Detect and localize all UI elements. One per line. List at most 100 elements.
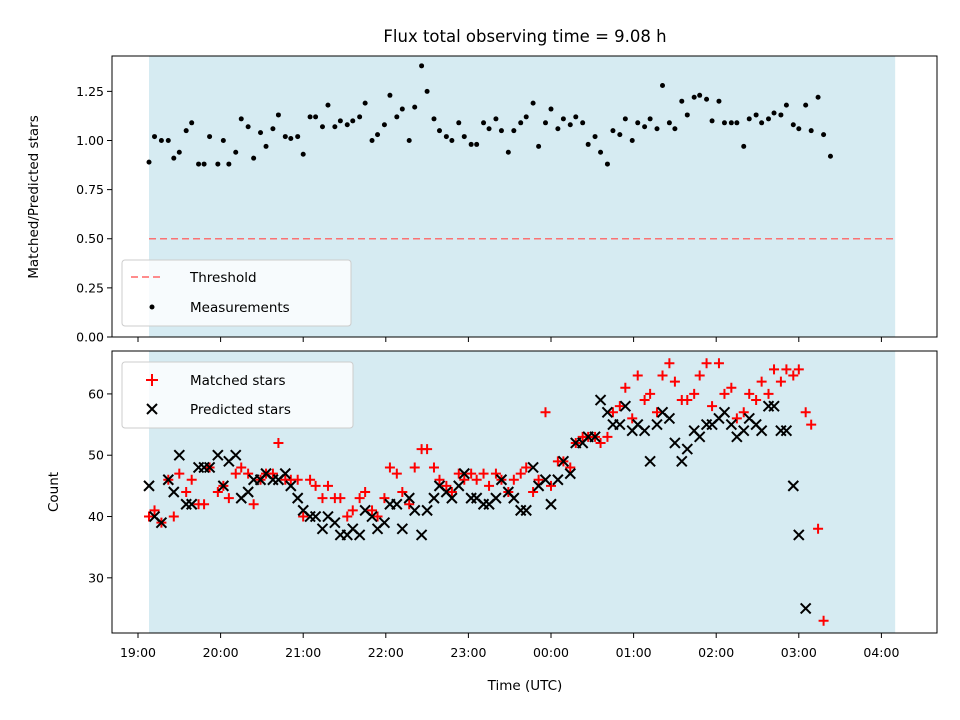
matched-star-marker: [168, 511, 179, 522]
predicted-star-marker: [638, 424, 651, 437]
matched-star-marker: [602, 431, 613, 442]
matched-star-marker: [806, 419, 817, 430]
predicted-legend-swatch: [146, 403, 158, 415]
predicted-star-marker: [415, 529, 428, 541]
matched-star-marker: [248, 499, 259, 510]
matched-star-marker: [565, 462, 576, 473]
matched-star-marker: [199, 499, 210, 510]
predicted-star-marker: [403, 492, 415, 504]
top-y-axis-label: Matched/Predicted stars: [26, 115, 42, 278]
predicted-star-marker: [143, 480, 155, 492]
predicted-star-marker: [693, 431, 706, 443]
bottom-legend: Matched stars Predicted stars: [121, 361, 354, 429]
predicted-star-marker: [508, 492, 520, 504]
matched-star-marker: [372, 511, 383, 522]
measurement-point: [827, 153, 833, 159]
measurement-point: [399, 106, 405, 112]
predicted-star-marker: [738, 424, 750, 437]
matched-legend-label: Matched stars: [190, 373, 286, 389]
measurement-point: [629, 137, 635, 143]
measurement-point: [350, 118, 356, 124]
predicted-star-marker: [495, 474, 508, 486]
measurement-point: [654, 126, 660, 132]
measurement-point: [461, 134, 467, 140]
matched-star-marker: [434, 474, 445, 485]
matched-star-marker: [682, 395, 693, 406]
measurement-point: [362, 100, 368, 106]
measurement-point: [573, 114, 579, 120]
matched-star-marker: [546, 480, 556, 491]
bottom-x-axis-ticks: 19:00 20:00 21:00 22:00 23:00 00:00 01:00 02:00…: [120, 633, 899, 660]
x-tick-label: 01:00: [616, 645, 652, 660]
measurement-point: [560, 116, 566, 122]
matched-star-marker: [428, 462, 439, 473]
y-tick-label: 40: [88, 509, 104, 524]
matched-star-marker: [181, 487, 192, 497]
top-legend-box: [121, 259, 352, 327]
measurement-point: [319, 124, 325, 130]
matched-star-marker: [422, 444, 433, 455]
matched-star-marker: [669, 376, 680, 387]
measurement-point: [721, 120, 727, 126]
matched-star-marker: [620, 382, 631, 393]
y-tick-label: 1.00: [76, 133, 104, 148]
predicted-star-marker: [378, 516, 391, 529]
matched-star-marker: [230, 468, 241, 479]
predicted-star-marker: [242, 486, 254, 498]
top-plot-frame: [111, 55, 938, 338]
matched-star-marker: [305, 474, 316, 485]
predicted-star-marker: [353, 529, 366, 541]
matched-star-marker: [719, 388, 730, 399]
measurement-point: [672, 126, 678, 132]
measurement-point: [803, 102, 809, 108]
matched-star-marker: [466, 468, 477, 479]
matched-star-marker: [756, 376, 767, 387]
measurement-point: [555, 126, 561, 132]
predicted-legend-label: Predicted stars: [190, 402, 291, 418]
predicted-star-marker: [185, 498, 198, 510]
measurement-point: [753, 112, 759, 118]
measurement-point: [622, 116, 628, 122]
predicted-star-marker: [279, 467, 292, 480]
measurement-point: [815, 94, 821, 100]
matched-star-marker: [397, 487, 408, 497]
measurement-point: [152, 134, 158, 140]
measurement-point: [759, 120, 765, 126]
matched-star-marker: [533, 474, 544, 485]
measurement-point: [436, 128, 442, 134]
measurement-point: [530, 100, 536, 106]
predicted-star-marker: [564, 467, 576, 480]
measurement-point: [332, 124, 338, 130]
measurement-point: [604, 161, 610, 167]
predicted-star-marker: [520, 504, 532, 517]
predicted-star-marker: [490, 492, 502, 504]
measurement-point: [598, 149, 604, 155]
matched-star-marker: [726, 382, 737, 393]
predicted-star-marker: [428, 492, 440, 504]
matched-star-marker: [384, 462, 395, 473]
matched-star-marker: [713, 358, 724, 369]
predicted-star-marker: [527, 461, 539, 474]
measurement-point: [337, 118, 343, 124]
matched-star-marker: [694, 370, 705, 381]
top-panel: 0.00 0.25 0.50 0.75 1.00 1.25 Matched/Predict…: [26, 55, 938, 345]
measurement-point: [196, 161, 202, 167]
measurement-point: [431, 116, 437, 122]
measurement-point: [215, 161, 221, 167]
matched-legend-swatch: [146, 374, 158, 386]
threshold-legend-label: Threshold: [189, 270, 257, 286]
matched-star-marker: [508, 474, 519, 485]
predicted-star-marker: [552, 474, 564, 486]
predicted-star-marker: [409, 504, 421, 517]
matched-star-marker: [149, 505, 160, 516]
matched-star-marker: [317, 493, 328, 504]
x-tick-label: 19:00: [120, 645, 156, 660]
matched-star-marker: [689, 388, 700, 399]
x-axis-label: Time (UTC): [487, 678, 563, 694]
predicted-star-marker: [168, 486, 180, 498]
predicted-star-marker: [446, 492, 458, 504]
matched-star-marker: [775, 376, 786, 387]
measurement-point: [270, 126, 276, 132]
measurement-point: [548, 106, 554, 112]
measurement-point: [666, 120, 672, 126]
